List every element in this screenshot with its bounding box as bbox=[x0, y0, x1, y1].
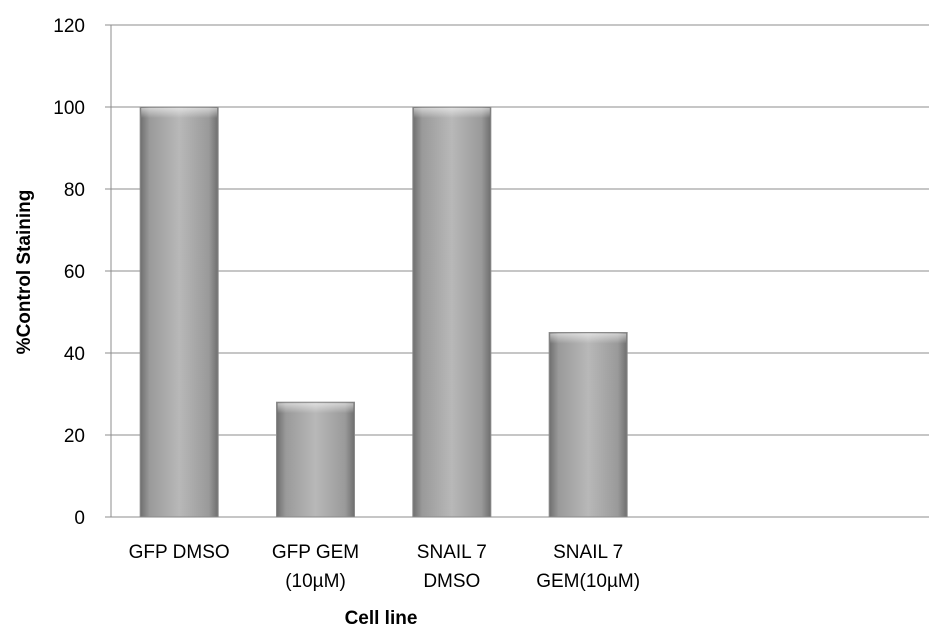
x-tick-label-line: DMSO bbox=[423, 571, 480, 592]
bar-group bbox=[276, 401, 355, 518]
bar-highlight bbox=[413, 108, 490, 118]
x-tick-label-line: SNAIL 7 bbox=[417, 542, 487, 563]
bar-group bbox=[412, 106, 492, 518]
bar-highlight bbox=[141, 108, 218, 118]
x-tick-label-line: (10µM) bbox=[285, 571, 346, 592]
x-tick-label-line: GEM(10µM) bbox=[536, 571, 640, 592]
bar-highlight bbox=[277, 403, 354, 414]
y-axis-title: %Control Staining bbox=[14, 190, 35, 355]
bar bbox=[139, 106, 219, 518]
y-tick-label: 80 bbox=[64, 180, 85, 201]
y-tick-label: 40 bbox=[64, 344, 85, 365]
x-tick-label: SNAIL 7 GEM(10µM) bbox=[536, 542, 640, 592]
bar bbox=[548, 332, 628, 518]
bar-group bbox=[139, 106, 219, 518]
y-tick-label: 100 bbox=[53, 98, 85, 119]
x-tick-label-line: GFP GEM bbox=[272, 542, 359, 563]
bar-highlight bbox=[550, 333, 627, 344]
y-tick-label: 120 bbox=[53, 16, 85, 37]
x-tick-label-line: SNAIL 7 bbox=[553, 542, 623, 563]
x-axis-title: Cell line bbox=[345, 608, 418, 629]
y-tick-label: 0 bbox=[74, 508, 85, 529]
x-tick-label: GFP GEM (10µM) bbox=[272, 542, 359, 592]
x-tick-label: GFP DMSO bbox=[129, 542, 230, 563]
bar bbox=[412, 106, 492, 518]
x-tick-label: SNAIL 7 DMSO bbox=[417, 542, 487, 592]
bar-group bbox=[548, 332, 628, 518]
x-tick-label-line: GFP DMSO bbox=[129, 542, 230, 563]
y-tick-label: 60 bbox=[64, 262, 85, 283]
bar bbox=[276, 401, 355, 518]
y-tick-label: 20 bbox=[64, 426, 85, 447]
